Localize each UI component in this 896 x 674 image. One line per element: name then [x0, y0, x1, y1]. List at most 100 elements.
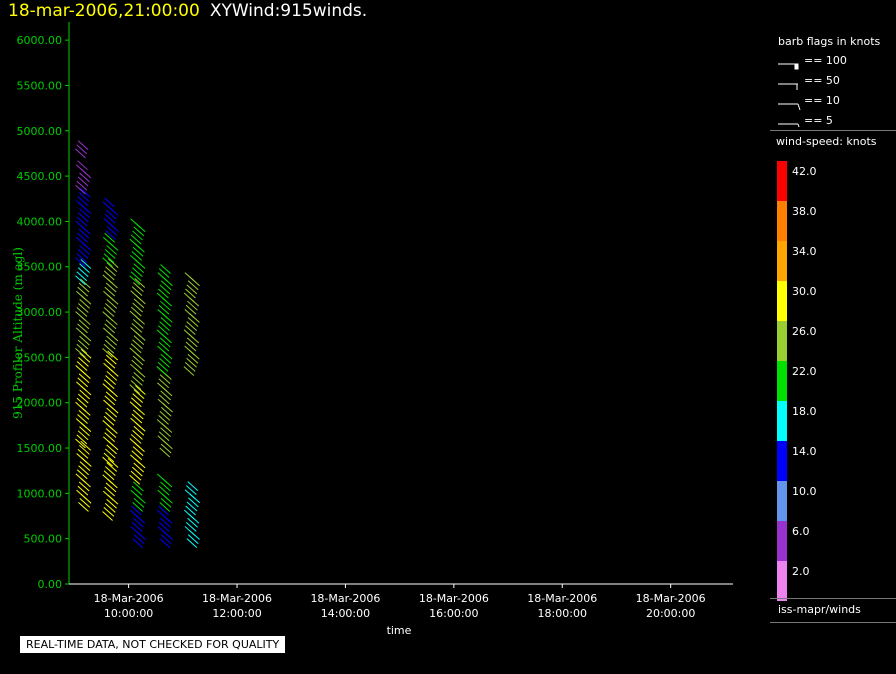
- y-tick-label: 0.00: [38, 578, 63, 591]
- legend-panel: barb flags in knots == 100 == 50 == 10 =…: [770, 28, 896, 628]
- legend-divider: [770, 130, 896, 131]
- wind-barb: [132, 339, 143, 350]
- wind-barb: [79, 461, 91, 472]
- wind-barb: [76, 180, 88, 191]
- wind-barb: [130, 327, 141, 337]
- wind-barb: [185, 288, 196, 299]
- wind-barb: [157, 489, 169, 500]
- wind-barb: [183, 509, 195, 520]
- colorbar-label: 26.0: [792, 325, 817, 338]
- wind-barb: [133, 371, 145, 382]
- wind-barb: [159, 374, 171, 384]
- wind-barb: [157, 435, 169, 446]
- wind-barb-segment: [75, 259, 92, 286]
- wind-barb: [77, 377, 89, 388]
- wind-barb: [75, 164, 87, 175]
- header-title: XYWind:915winds.: [209, 1, 368, 21]
- wind-barb: [77, 430, 89, 441]
- flag-10-icon: [797, 103, 801, 111]
- wind-barb: [80, 259, 92, 269]
- wind-barb-segment: [75, 140, 89, 159]
- wind-barb: [131, 521, 143, 532]
- wind-barb-segment: [102, 197, 119, 240]
- wind-barb: [105, 482, 117, 493]
- wind-barb: [160, 353, 172, 364]
- wind-barb: [187, 517, 198, 528]
- wind-barb-segment: [75, 278, 92, 358]
- wind-barb: [160, 517, 171, 528]
- wind-barb: [183, 366, 195, 376]
- colorbar-swatch: [777, 441, 787, 481]
- wind-barb: [77, 286, 89, 297]
- wind-barb: [160, 534, 172, 544]
- colorbar-label: 34.0: [792, 245, 817, 258]
- wind-barb: [184, 308, 196, 319]
- wind-barb: [130, 397, 142, 408]
- wind-barb: [76, 290, 87, 301]
- wind-barb: [158, 304, 170, 315]
- wind-barb: [186, 284, 198, 295]
- wind-barb: [79, 389, 90, 400]
- wind-barb: [102, 347, 113, 358]
- legend-divider: [770, 622, 896, 623]
- colorbar-label: 10.0: [792, 485, 817, 498]
- wind-barb: [105, 303, 116, 313]
- wind-barb: [131, 250, 143, 261]
- wind-barb: [78, 465, 89, 476]
- wind-barb: [158, 394, 170, 405]
- wind-barb: [76, 253, 88, 263]
- wind-barb: [133, 389, 145, 399]
- wind-barb: [130, 234, 142, 245]
- wind-barb: [158, 521, 170, 532]
- wind-barb: [103, 253, 115, 263]
- wind-barb: [105, 391, 117, 402]
- wind-barb: [77, 249, 89, 259]
- wind-barb: [75, 257, 86, 268]
- colorbar-label: 38.0: [792, 205, 817, 218]
- wind-barb: [77, 339, 89, 350]
- colorbar-swatch: [777, 521, 787, 561]
- wind-barb: [158, 431, 170, 442]
- x-tick-date: 18-Mar-2006: [636, 592, 706, 605]
- wind-barb: [102, 257, 113, 268]
- wind-barb: [76, 144, 88, 155]
- colorbar-swatch: [777, 241, 787, 281]
- wind-barb: [158, 341, 170, 352]
- x-tick-time: 18:00:00: [538, 607, 587, 620]
- wind-barb: [133, 534, 145, 544]
- wind-barb: [105, 209, 117, 220]
- wind-barb: [76, 343, 88, 354]
- wind-barb: [75, 365, 87, 375]
- flag-5-icon: [797, 123, 800, 128]
- wind-barb: [158, 505, 169, 516]
- colorbar-label: 42.0: [792, 165, 817, 178]
- wind-barb: [102, 311, 114, 321]
- wind-barb: [129, 275, 140, 286]
- wind-barb: [184, 526, 196, 536]
- wind-barb: [133, 335, 145, 346]
- wind-barb: [132, 466, 143, 477]
- colorbar-swatch: [777, 281, 787, 321]
- wind-barb: [77, 414, 88, 424]
- wind-barb: [185, 521, 197, 532]
- wind-barb: [130, 255, 141, 265]
- wind-barb: [78, 228, 90, 239]
- wind-barb: [158, 485, 170, 496]
- wind-barb: [186, 321, 198, 331]
- wind-barb: [135, 385, 146, 395]
- wind-barb: [75, 275, 86, 286]
- wind-barb: [79, 208, 90, 219]
- wind-barb: [75, 236, 87, 247]
- x-tick-time: 20:00:00: [646, 607, 695, 620]
- wind-barb: [103, 307, 115, 317]
- wind-barb: [77, 303, 89, 313]
- wind-barb: [133, 517, 144, 528]
- barb-50-label: == 50: [804, 74, 840, 87]
- wind-barb: [160, 280, 172, 291]
- wind-barb: [78, 410, 90, 420]
- wind-barb: [77, 232, 88, 243]
- wind-barb: [186, 337, 198, 348]
- wind-barb: [103, 507, 115, 517]
- wind-barb-segment: [102, 458, 119, 521]
- wind-barb: [106, 371, 118, 381]
